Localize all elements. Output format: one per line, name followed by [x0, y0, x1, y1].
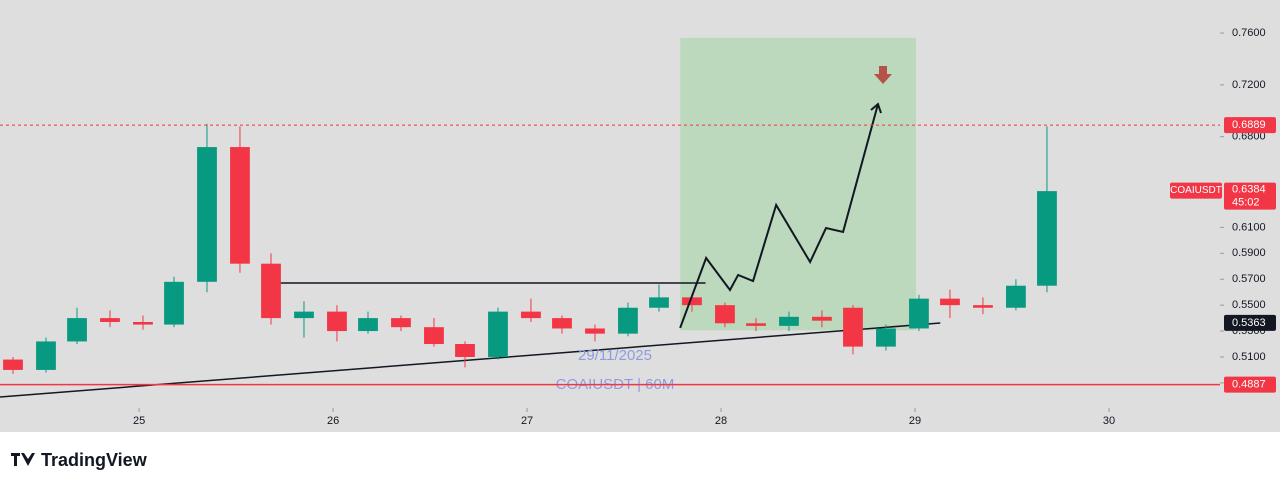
range-box	[680, 37, 917, 331]
x-tick-label: 30	[1103, 415, 1115, 427]
last-price-bg	[1224, 182, 1276, 210]
candle-body	[812, 316, 832, 321]
price-label-bg	[1224, 376, 1276, 393]
candle-body	[327, 311, 347, 332]
candle-body	[682, 297, 702, 306]
candle-body	[261, 263, 281, 319]
candle-body	[940, 298, 960, 306]
candle-body	[1037, 191, 1057, 286]
candle-body	[3, 359, 23, 370]
candle-body	[164, 281, 184, 325]
candle-body	[521, 311, 541, 319]
symbol-label-bg	[1170, 182, 1222, 199]
candle-body	[358, 318, 378, 332]
candle-body	[133, 321, 153, 325]
y-tick-label: 0.6800	[1232, 131, 1266, 143]
watermark-date: 29/11/2025	[578, 347, 652, 364]
candle-body	[294, 311, 314, 319]
symbol-label: COAIUSDT	[1170, 185, 1222, 196]
price-label: 0.4887	[1232, 378, 1266, 390]
plot-background	[0, 0, 1280, 432]
candle-body	[585, 328, 605, 334]
candle-body	[1006, 285, 1026, 308]
candle-body	[715, 305, 735, 324]
candles	[3, 123, 1057, 374]
candle-body	[391, 318, 411, 328]
candle-body	[909, 298, 929, 329]
x-tick-label: 28	[715, 415, 727, 427]
candle-body	[779, 316, 799, 326]
crosshair-price: 0.5363	[1232, 317, 1266, 329]
logo-mark	[11, 453, 35, 466]
candle-body	[649, 297, 669, 308]
price-label-bg	[1224, 117, 1276, 134]
candle-body	[552, 318, 572, 329]
x-tick-label: 25	[133, 415, 145, 427]
candle-body	[230, 147, 250, 264]
candle-body	[36, 341, 56, 370]
candle-body	[843, 307, 863, 347]
candle-body	[455, 344, 475, 357]
candle-body	[746, 323, 766, 326]
last-price: 0.6384	[1232, 184, 1266, 196]
y-tick-label: 0.7600	[1232, 27, 1266, 39]
y-tick-label: 0.6100	[1232, 221, 1266, 233]
y-tick-label: 0.5700	[1232, 273, 1266, 285]
brand-name: TradingView	[41, 450, 148, 470]
projection-path	[679, 103, 879, 329]
countdown: 45:02	[1232, 197, 1260, 209]
candle-body	[197, 147, 217, 282]
y-tick-label: 0.5100	[1232, 351, 1266, 363]
overlays: 0.7600 0.7200 0.6800 0.6100 0.5900 0.5700 0.55…	[0, 27, 1276, 427]
x-tick-label: 26	[327, 415, 339, 427]
y-tick-label: 0.5500	[1232, 299, 1266, 311]
projection-arrowhead	[870, 102, 882, 114]
y-tick-label: 0.7200	[1232, 79, 1266, 91]
candle-body	[67, 318, 87, 342]
candle-body	[618, 307, 638, 334]
x-tick-label: 27	[521, 415, 533, 427]
y-tick-label: 0.5900	[1232, 247, 1266, 259]
candle-body	[424, 327, 444, 345]
brand-logo: TradingView	[11, 450, 148, 470]
candle-body	[488, 311, 508, 357]
x-tick-label: 29	[909, 415, 921, 427]
crosshair-price-bg	[1224, 314, 1276, 331]
candle-body	[876, 328, 896, 347]
candle-body	[973, 305, 993, 308]
price-label: 0.6889	[1232, 119, 1266, 131]
down-arrow-icon	[874, 66, 892, 84]
candle-body	[100, 318, 120, 322]
